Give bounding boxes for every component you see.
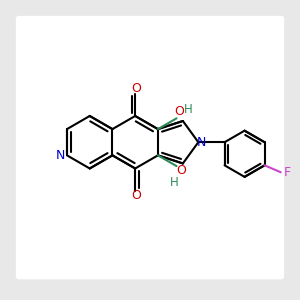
Text: F: F [284, 166, 291, 179]
Text: H: H [170, 176, 179, 189]
Text: O: O [131, 82, 141, 95]
Text: N: N [196, 136, 206, 149]
FancyBboxPatch shape [16, 16, 284, 279]
Text: O: O [176, 164, 186, 178]
Text: O: O [175, 105, 184, 118]
Text: H: H [184, 103, 193, 116]
Text: N: N [56, 149, 65, 162]
Text: O: O [131, 189, 141, 202]
